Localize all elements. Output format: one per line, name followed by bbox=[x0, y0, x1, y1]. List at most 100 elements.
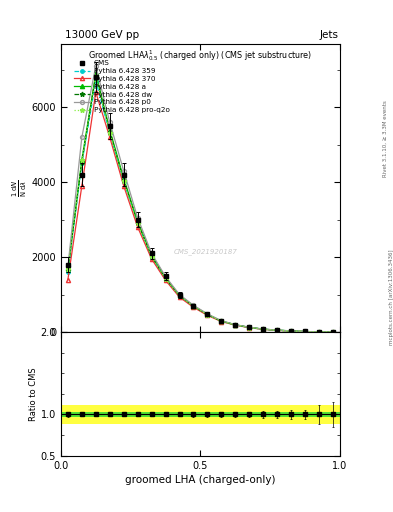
Pythia 6.428 p0 bbox=[331, 329, 335, 335]
Pythia 6.428 pro-q2o bbox=[121, 178, 126, 184]
Pythia 6.428 p0 bbox=[275, 327, 279, 333]
Pythia 6.428 dw bbox=[191, 303, 196, 309]
Pythia 6.428 pro-q2o bbox=[94, 73, 98, 79]
Pythia 6.428 p0 bbox=[289, 328, 294, 334]
Pythia 6.428 dw bbox=[205, 311, 210, 317]
Pythia 6.428 370 bbox=[261, 326, 266, 332]
Pythia 6.428 359 bbox=[331, 329, 335, 335]
Pythia 6.428 359 bbox=[177, 293, 182, 300]
Text: mcplots.cern.ch [arXiv:1306.3436]: mcplots.cern.ch [arXiv:1306.3436] bbox=[389, 249, 393, 345]
Pythia 6.428 a bbox=[177, 292, 182, 298]
Pythia 6.428 359 bbox=[261, 326, 266, 332]
Pythia 6.428 359 bbox=[205, 312, 210, 318]
Text: Groomed LHA$\lambda^{1}_{0.5}$ (charged only) (CMS jet substructure): Groomed LHA$\lambda^{1}_{0.5}$ (charged … bbox=[88, 48, 312, 63]
Pythia 6.428 370 bbox=[191, 304, 196, 310]
Pythia 6.428 a bbox=[317, 329, 321, 335]
Line: Pythia 6.428 a: Pythia 6.428 a bbox=[66, 71, 335, 334]
Pythia 6.428 dw bbox=[121, 177, 126, 183]
Pythia 6.428 dw bbox=[79, 159, 84, 165]
Pythia 6.428 a bbox=[275, 327, 279, 333]
Pythia 6.428 359 bbox=[317, 329, 321, 335]
Pythia 6.428 dw bbox=[66, 267, 70, 273]
Pythia 6.428 pro-q2o bbox=[275, 327, 279, 333]
Pythia 6.428 dw bbox=[275, 327, 279, 333]
Pythia 6.428 pro-q2o bbox=[79, 157, 84, 163]
Pythia 6.428 a bbox=[149, 252, 154, 258]
Pythia 6.428 359 bbox=[247, 325, 252, 331]
Pythia 6.428 370 bbox=[79, 183, 84, 189]
Pythia 6.428 dw bbox=[94, 72, 98, 78]
Pythia 6.428 a bbox=[233, 322, 238, 328]
Text: 13000 GeV pp: 13000 GeV pp bbox=[65, 30, 139, 40]
Pythia 6.428 359 bbox=[149, 254, 154, 260]
Pythia 6.428 a bbox=[191, 303, 196, 309]
Pythia 6.428 p0 bbox=[261, 326, 266, 332]
Pythia 6.428 370 bbox=[289, 328, 294, 334]
Pythia 6.428 370 bbox=[205, 312, 210, 318]
Pythia 6.428 370 bbox=[177, 294, 182, 300]
Pythia 6.428 pro-q2o bbox=[163, 276, 168, 282]
Pythia 6.428 dw bbox=[331, 329, 335, 335]
Pythia 6.428 a bbox=[107, 126, 112, 133]
Pythia 6.428 pro-q2o bbox=[233, 322, 238, 328]
Pythia 6.428 p0 bbox=[121, 168, 126, 174]
Pythia 6.428 370 bbox=[66, 276, 70, 283]
Pythia 6.428 370 bbox=[107, 134, 112, 140]
Pythia 6.428 pro-q2o bbox=[191, 303, 196, 309]
Pythia 6.428 pro-q2o bbox=[303, 329, 307, 335]
Pythia 6.428 p0 bbox=[177, 291, 182, 297]
Pythia 6.428 359 bbox=[303, 329, 307, 335]
Pythia 6.428 pro-q2o bbox=[331, 329, 335, 335]
Pythia 6.428 dw bbox=[219, 318, 224, 324]
Pythia 6.428 a bbox=[247, 324, 252, 330]
Pythia 6.428 dw bbox=[135, 220, 140, 226]
Pythia 6.428 a bbox=[331, 329, 335, 335]
Text: Rivet 3.1.10, ≥ 3.3M events: Rivet 3.1.10, ≥ 3.3M events bbox=[383, 100, 387, 177]
Pythia 6.428 359 bbox=[233, 322, 238, 328]
Y-axis label: $\frac{1}{\mathrm{N}}\frac{\mathrm{d}N}{\mathrm{d}\lambda}$: $\frac{1}{\mathrm{N}}\frac{\mathrm{d}N}{… bbox=[10, 179, 29, 197]
Legend: CMS, Pythia 6.428 359, Pythia 6.428 370, Pythia 6.428 a, Pythia 6.428 dw, Pythia: CMS, Pythia 6.428 359, Pythia 6.428 370,… bbox=[73, 59, 171, 115]
Pythia 6.428 a bbox=[261, 326, 266, 332]
Pythia 6.428 a bbox=[163, 274, 168, 281]
Pythia 6.428 dw bbox=[149, 253, 154, 260]
Pythia 6.428 a bbox=[205, 311, 210, 317]
Pythia 6.428 pro-q2o bbox=[289, 328, 294, 334]
Pythia 6.428 p0 bbox=[233, 322, 238, 328]
Pythia 6.428 359 bbox=[191, 304, 196, 310]
Pythia 6.428 370 bbox=[121, 183, 126, 189]
Pythia 6.428 p0 bbox=[94, 63, 98, 69]
Pythia 6.428 370 bbox=[135, 224, 140, 230]
Pythia 6.428 p0 bbox=[66, 263, 70, 269]
Pythia 6.428 p0 bbox=[317, 329, 321, 335]
Pythia 6.428 370 bbox=[219, 318, 224, 325]
Pythia 6.428 a bbox=[219, 318, 224, 324]
Pythia 6.428 a bbox=[79, 157, 84, 163]
Pythia 6.428 359 bbox=[163, 276, 168, 283]
Pythia 6.428 dw bbox=[289, 328, 294, 334]
Pythia 6.428 pro-q2o bbox=[261, 326, 266, 332]
Pythia 6.428 370 bbox=[163, 278, 168, 284]
Pythia 6.428 dw bbox=[177, 293, 182, 299]
Text: CMS_2021920187: CMS_2021920187 bbox=[174, 248, 238, 254]
Pythia 6.428 370 bbox=[247, 325, 252, 331]
Pythia 6.428 dw bbox=[261, 326, 266, 332]
Pythia 6.428 pro-q2o bbox=[177, 293, 182, 299]
Pythia 6.428 p0 bbox=[79, 134, 84, 140]
Pythia 6.428 pro-q2o bbox=[107, 130, 112, 136]
Pythia 6.428 359 bbox=[275, 327, 279, 333]
Pythia 6.428 359 bbox=[219, 318, 224, 324]
Pythia 6.428 pro-q2o bbox=[247, 325, 252, 331]
Pythia 6.428 p0 bbox=[149, 250, 154, 257]
Pythia 6.428 p0 bbox=[303, 328, 307, 334]
Pythia 6.428 p0 bbox=[205, 311, 210, 317]
Pythia 6.428 dw bbox=[247, 325, 252, 331]
Pythia 6.428 pro-q2o bbox=[219, 318, 224, 324]
Pythia 6.428 359 bbox=[94, 78, 98, 84]
Y-axis label: Ratio to CMS: Ratio to CMS bbox=[29, 367, 38, 421]
Pythia 6.428 p0 bbox=[107, 119, 112, 125]
Pythia 6.428 dw bbox=[163, 275, 168, 282]
Line: Pythia 6.428 pro-q2o: Pythia 6.428 pro-q2o bbox=[66, 74, 335, 334]
Pythia 6.428 pro-q2o bbox=[149, 253, 154, 260]
Pythia 6.428 a bbox=[121, 175, 126, 181]
Pythia 6.428 p0 bbox=[219, 317, 224, 324]
